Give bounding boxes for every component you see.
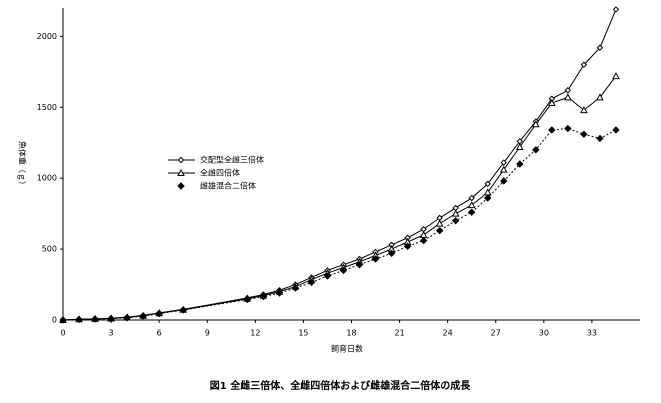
marker — [403, 242, 412, 250]
x-tick-label: 18 — [346, 329, 356, 338]
marker — [564, 124, 572, 133]
marker — [580, 61, 588, 68]
marker — [580, 106, 588, 114]
marker — [371, 255, 380, 263]
y-tick-label: 1500 — [37, 103, 57, 112]
marker — [107, 314, 115, 323]
x-tick-label: 0 — [60, 329, 65, 338]
legend-label: 全雌四倍体 — [200, 168, 240, 178]
x-tick-label: 27 — [491, 329, 501, 338]
marker — [564, 87, 572, 94]
marker — [275, 289, 284, 297]
marker — [339, 266, 348, 275]
y-axis-label: 魚体重（ｇ） — [18, 141, 28, 189]
x-tick-label: 12 — [250, 329, 260, 338]
marker — [596, 44, 604, 51]
marker — [177, 168, 185, 176]
marker — [499, 165, 508, 173]
marker — [451, 217, 460, 225]
marker — [177, 182, 185, 190]
marker — [531, 120, 540, 128]
marker — [612, 6, 620, 13]
marker — [484, 180, 491, 188]
marker — [500, 177, 508, 185]
x-tick-label: 6 — [157, 329, 162, 338]
marker — [307, 278, 316, 287]
x-axis-label: 飼育日数 — [331, 344, 363, 354]
marker — [91, 315, 99, 323]
x-tick-label: 3 — [109, 329, 114, 338]
marker — [75, 315, 83, 324]
marker — [548, 98, 556, 107]
marker — [419, 236, 428, 245]
marker — [532, 146, 540, 154]
marker — [580, 130, 588, 138]
marker — [179, 306, 187, 314]
marker — [387, 249, 396, 258]
marker — [243, 295, 252, 304]
caption: 図1 全雌三倍体、全雌四倍体および雌雄混合二倍体の成長 — [210, 379, 471, 392]
x-tick-label: 24 — [443, 329, 453, 338]
marker — [515, 142, 524, 150]
marker — [500, 159, 507, 166]
marker — [596, 93, 604, 101]
series-line — [62, 128, 617, 321]
marker — [123, 314, 131, 322]
marker — [355, 260, 364, 269]
marker — [596, 134, 604, 143]
marker — [435, 219, 444, 227]
marker — [177, 156, 185, 164]
marker — [468, 194, 475, 202]
x-tick-label: 9 — [205, 329, 210, 338]
marker — [59, 316, 67, 324]
legend-label: 交配型全雌三倍体 — [200, 155, 264, 165]
y-tick-label: 500 — [42, 245, 57, 254]
y-tick-label: 2000 — [37, 32, 57, 41]
x-tick-label: 15 — [298, 329, 308, 338]
marker — [323, 272, 332, 280]
marker — [467, 201, 476, 209]
marker — [139, 312, 147, 320]
y-tick-label: 1000 — [37, 174, 57, 183]
marker — [612, 126, 620, 134]
marker — [516, 160, 524, 168]
marker — [259, 292, 268, 301]
marker — [612, 72, 620, 80]
series-line — [62, 75, 617, 321]
marker — [419, 230, 428, 238]
marker — [435, 226, 444, 235]
y-tick-label: 0 — [52, 316, 57, 325]
x-tick-label: 33 — [587, 329, 597, 338]
marker — [155, 309, 163, 318]
series-line — [62, 9, 617, 321]
marker — [451, 209, 460, 217]
marker — [564, 93, 572, 101]
legend-label: 雌雄混合二倍体 — [200, 181, 256, 191]
marker — [291, 284, 300, 292]
marker — [548, 126, 556, 134]
x-tick-label: 21 — [394, 329, 404, 338]
marker — [468, 208, 476, 216]
marker — [484, 194, 492, 202]
x-tick-label: 30 — [539, 329, 549, 338]
